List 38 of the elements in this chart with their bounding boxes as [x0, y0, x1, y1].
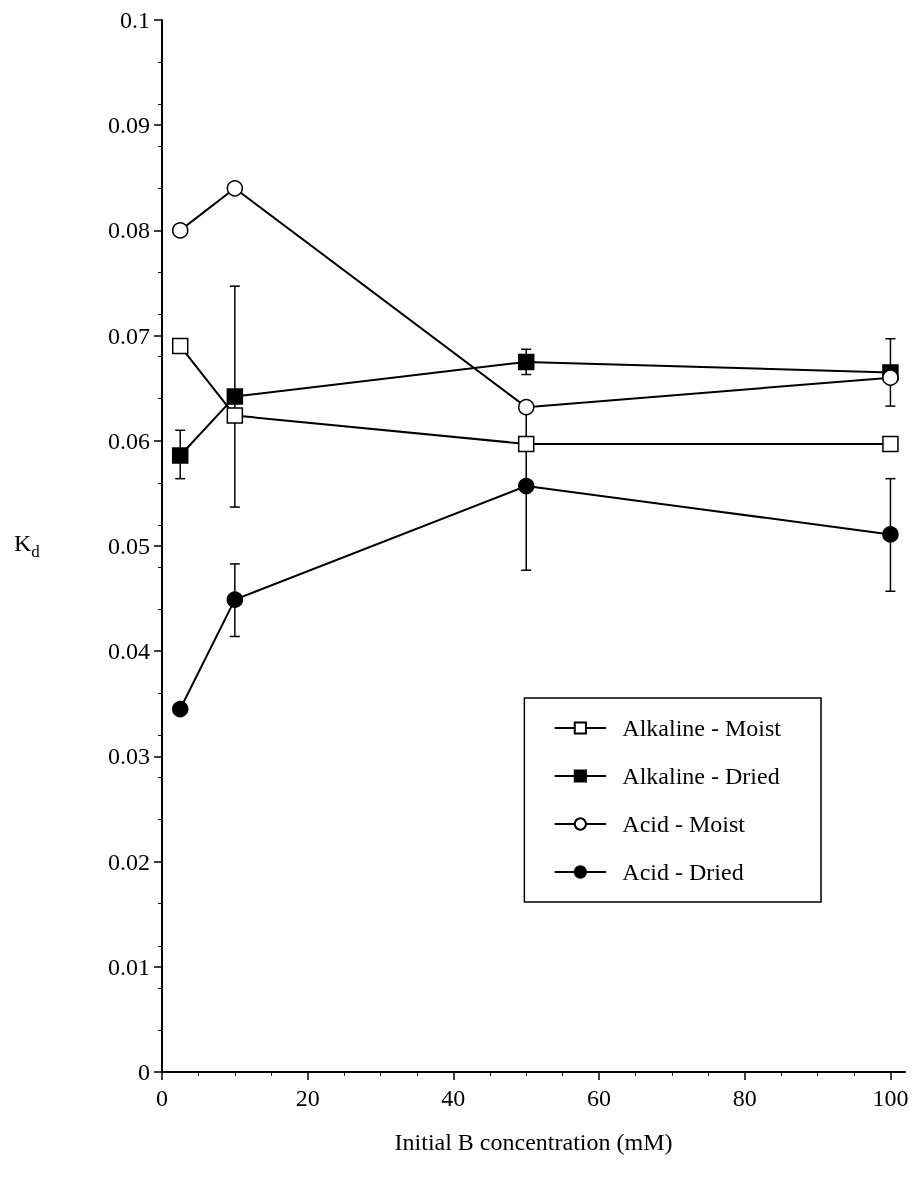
y-axis-title: K$_{d}$ — [14, 530, 40, 562]
x-tick-label: 100 — [872, 1085, 909, 1111]
point — [517, 398, 535, 416]
legend-label: Acid - Moist — [622, 811, 746, 837]
point — [226, 180, 244, 197]
point — [171, 447, 189, 464]
x-tick-label: 80 — [732, 1085, 757, 1111]
point — [171, 700, 189, 718]
point — [517, 477, 535, 495]
legend-label: Alkaline - Dried — [622, 763, 780, 789]
point — [171, 337, 189, 355]
point — [517, 353, 535, 371]
y-tick-label: 0.04 — [108, 638, 150, 665]
point — [226, 591, 244, 608]
x-tick-label: 40 — [441, 1085, 466, 1111]
y-tick-label: 0.09 — [108, 112, 150, 139]
y-tick-label: 0.07 — [108, 322, 150, 349]
y-tick-label: 0.02 — [108, 848, 150, 875]
point — [882, 369, 899, 386]
y-tick-label: 0.01 — [108, 953, 150, 980]
point — [226, 388, 244, 405]
x-axis-title: Initial B concentration (mM) — [394, 1129, 673, 1155]
point — [226, 407, 244, 424]
x-tick-label: 60 — [587, 1085, 612, 1111]
point — [882, 526, 899, 543]
y-tick-label: 0.06 — [108, 427, 150, 454]
point — [882, 435, 899, 453]
y-tick-label: 0.03 — [108, 743, 150, 770]
y-tick-label: 0.08 — [108, 217, 150, 244]
y-tick-label: 0.05 — [108, 533, 150, 559]
y-tick-label: 0.1 — [120, 7, 150, 33]
point — [171, 222, 189, 239]
x-tick-label: 0 — [156, 1085, 168, 1111]
point — [517, 435, 535, 453]
y-tick-label: 0 — [138, 1059, 150, 1085]
x-tick-label: 20 — [295, 1085, 320, 1111]
legend-label: Alkaline - Moist — [622, 715, 782, 741]
legend-label: Acid - Dried — [622, 859, 744, 885]
